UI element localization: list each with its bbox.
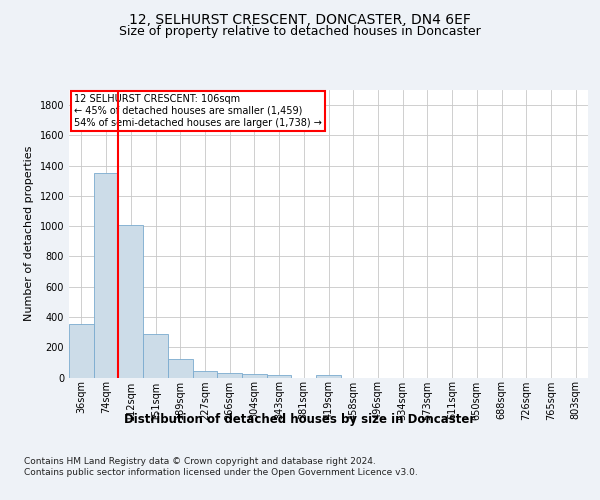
Bar (168, 358, 193, 378)
Bar (69, 324, 94, 378)
Bar (193, 371, 217, 378)
Text: 12, SELHURST CRESCENT, DONCASTER, DN4 6EF: 12, SELHURST CRESCENT, DONCASTER, DN4 6E… (129, 12, 471, 26)
Text: Size of property relative to detached houses in Doncaster: Size of property relative to detached ho… (119, 25, 481, 38)
Bar (94, 173, 118, 378)
Text: Distribution of detached houses by size in Doncaster: Distribution of detached houses by size … (124, 412, 476, 426)
Y-axis label: Number of detached properties: Number of detached properties (24, 146, 34, 322)
Bar (118, 224, 143, 378)
Bar (316, 375, 341, 378)
Bar (217, 372, 242, 378)
Text: 12 SELHURST CRESCENT: 106sqm
← 45% of detached houses are smaller (1,459)
54% of: 12 SELHURST CRESCENT: 106sqm ← 45% of de… (74, 94, 322, 128)
Bar (267, 375, 292, 378)
Bar (242, 374, 267, 378)
Bar (143, 334, 168, 378)
Text: Contains HM Land Registry data © Crown copyright and database right 2024.
Contai: Contains HM Land Registry data © Crown c… (24, 458, 418, 477)
